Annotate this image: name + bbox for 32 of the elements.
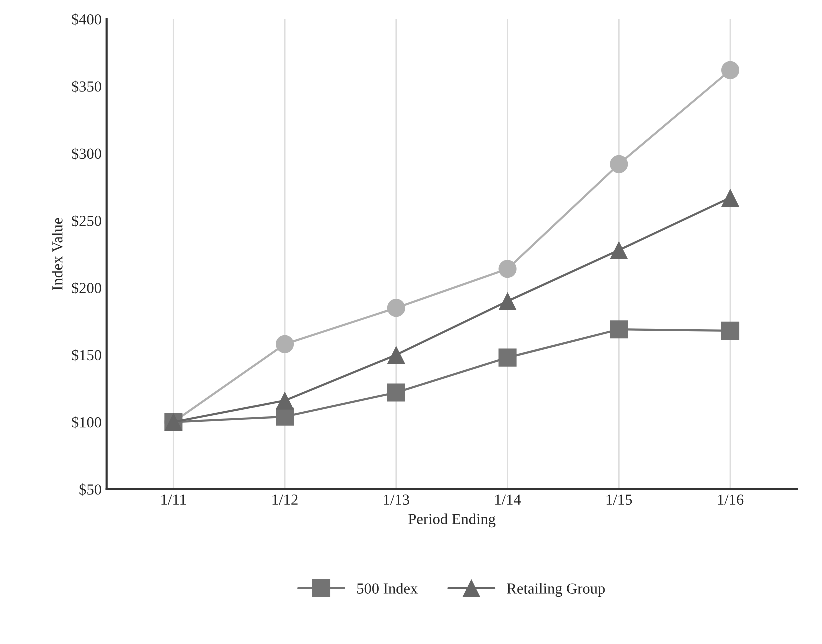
point (721, 61, 740, 80)
y-tick-label: $200 (72, 282, 102, 294)
x-tick-label: 1/15 (606, 494, 632, 506)
y-tick-label: $150 (72, 349, 102, 362)
point (610, 320, 628, 339)
x-tick-label: 1/16 (718, 494, 744, 506)
x-tick-label: 1/11 (162, 494, 186, 506)
point (721, 322, 740, 340)
x-tick-label: 1/12 (272, 494, 298, 506)
x-tick-label: 1/14 (496, 494, 522, 506)
y-tick-label: $250 (72, 215, 102, 228)
y-tick-label: $350 (72, 80, 102, 93)
legend-label: Retailing Group (507, 583, 606, 598)
point (276, 335, 294, 354)
point (610, 155, 628, 174)
y-tick-label: $300 (72, 148, 102, 160)
point (387, 299, 406, 318)
y-tick-label: $100 (72, 416, 102, 429)
x-tick-label: 1/13 (384, 494, 410, 506)
point (387, 346, 406, 364)
x-axis-title: Period Ending (408, 514, 496, 528)
point (721, 188, 740, 207)
y-tick-label: $400 (72, 14, 102, 26)
y-axis-title: Index Value (52, 218, 63, 290)
y-tick-label: $50 (80, 484, 102, 496)
point (498, 348, 517, 367)
point (610, 241, 628, 260)
point (276, 392, 294, 410)
point (387, 384, 406, 402)
legend-label: 500 Index (358, 583, 418, 594)
point (498, 292, 517, 310)
point (498, 260, 517, 278)
